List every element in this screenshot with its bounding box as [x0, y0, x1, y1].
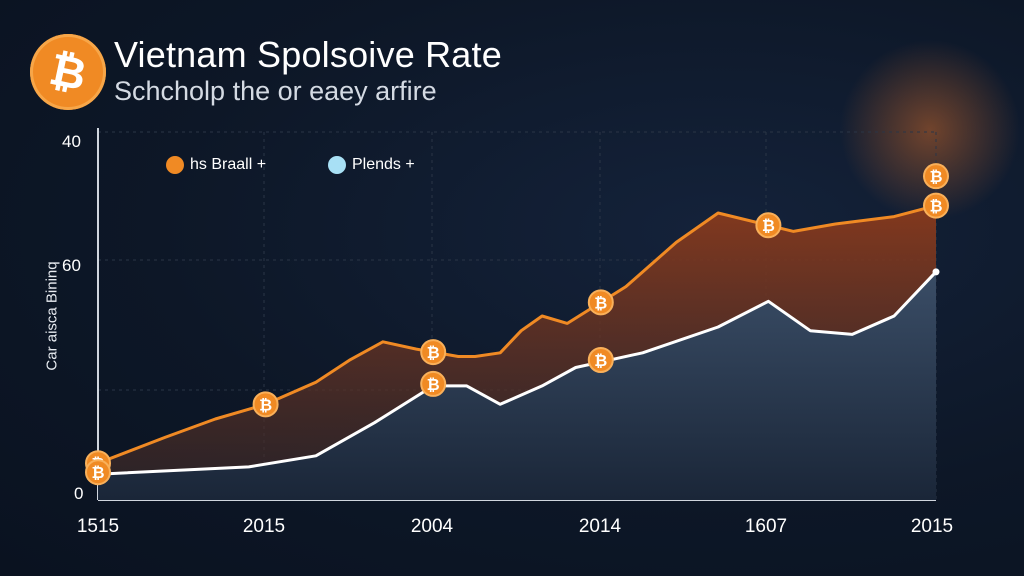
- highlight-glow: [840, 40, 1020, 220]
- bitcoin-marker-icon: ₿: [923, 192, 949, 219]
- svg-text:₿: ₿: [929, 197, 942, 216]
- legend-item-series-2: Plends +: [328, 156, 415, 174]
- bitcoin-marker-icon: ₿: [252, 391, 279, 418]
- x-tick-label: 1607: [744, 516, 788, 537]
- series-endpoint: [932, 268, 940, 276]
- bitcoin-marker-icon: ₿: [85, 459, 111, 486]
- x-tick-label: 2004: [410, 516, 454, 537]
- svg-text:₿: ₿: [762, 216, 775, 235]
- svg-text:₿: ₿: [929, 167, 942, 186]
- bitcoin-logo-icon: ₿: [30, 34, 106, 110]
- svg-text:₿: ₿: [594, 351, 607, 370]
- bitcoin-marker-icon: ₿: [755, 212, 782, 239]
- legend-swatch: [328, 156, 346, 174]
- chart-subtitle: Schcholp the or eaey arfire: [114, 76, 437, 106]
- bitcoin-marker-icon: ₿: [587, 289, 614, 316]
- legend-label: hs Braall +: [190, 156, 267, 173]
- legend-item-series-1: hs Braall +: [166, 156, 266, 174]
- x-tick-label: 1515: [76, 516, 120, 537]
- bitcoin-marker-icon: ₿: [923, 163, 949, 190]
- bitcoin-marker-icon: ₿: [420, 339, 447, 366]
- x-tick-label: 2015: [910, 516, 954, 537]
- svg-text:₿: ₿: [427, 343, 440, 362]
- x-tick-label: 2014: [578, 516, 622, 537]
- svg-text:₿: ₿: [91, 463, 104, 482]
- bitcoin-marker-icon: ₿: [587, 347, 614, 373]
- legend-swatch: [166, 156, 184, 174]
- series-area-2: [98, 271, 936, 500]
- svg-text:₿: ₿: [259, 395, 272, 414]
- x-tick-label: 2015: [242, 516, 286, 537]
- y-tick-label: 60: [62, 256, 81, 275]
- legend-label: Plends +: [352, 156, 415, 173]
- svg-text:₿: ₿: [594, 293, 607, 312]
- chart-title: Vietnam Spolsoive Rate: [114, 34, 502, 75]
- y-tick-label: 0: [74, 484, 84, 503]
- bitcoin-marker-icon: ₿: [420, 370, 447, 397]
- series-line-2: [97, 270, 938, 476]
- y-tick-label: 40: [62, 132, 81, 151]
- svg-text:₿: ₿: [427, 375, 440, 394]
